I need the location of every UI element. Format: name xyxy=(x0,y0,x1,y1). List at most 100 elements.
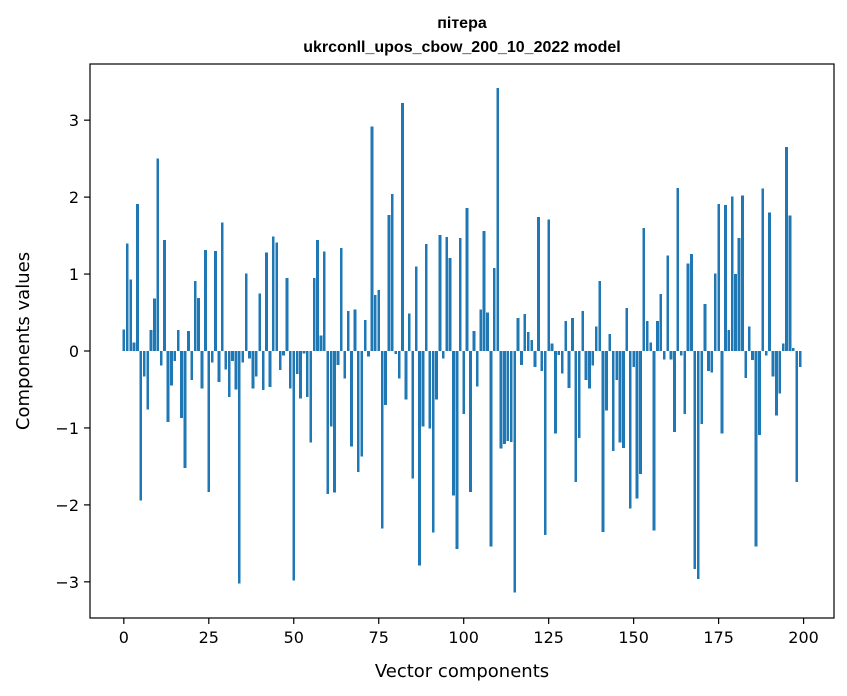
bar-6 xyxy=(142,351,146,377)
bar-7 xyxy=(146,351,149,410)
bar-113 xyxy=(506,351,510,442)
bar-16 xyxy=(176,330,180,352)
bar-53 xyxy=(302,351,306,354)
bar-168 xyxy=(693,351,697,569)
bar-39 xyxy=(255,351,258,377)
bar-72 xyxy=(367,351,370,357)
bar-29 xyxy=(221,222,224,352)
bar-180 xyxy=(734,274,737,351)
bar-3 xyxy=(132,342,136,351)
plot-frame xyxy=(89,63,835,619)
bar-142 xyxy=(605,351,608,411)
x-tick-label: 100 xyxy=(448,628,479,647)
bar-125 xyxy=(547,219,551,351)
bar-190 xyxy=(768,212,771,351)
bar-43 xyxy=(268,351,272,388)
bar-143 xyxy=(608,334,612,351)
bar-35 xyxy=(241,351,245,363)
x-tick-label: 0 xyxy=(119,628,129,647)
bar-32 xyxy=(231,351,234,361)
bar-129 xyxy=(560,351,564,374)
bar-176 xyxy=(720,351,724,434)
bar-120 xyxy=(530,340,534,351)
bar-70 xyxy=(360,351,364,457)
bar-88 xyxy=(421,351,425,427)
bar-45 xyxy=(275,242,279,351)
bar-121 xyxy=(533,351,537,368)
bar-192 xyxy=(775,351,778,416)
x-tick-label: 25 xyxy=(199,628,219,647)
y-tick-label: 1 xyxy=(69,265,79,284)
bar-170 xyxy=(700,351,703,425)
bar-73 xyxy=(370,126,374,351)
bar-87 xyxy=(418,351,421,566)
bar-97 xyxy=(452,351,455,496)
bar-169 xyxy=(696,351,700,579)
bar-107 xyxy=(486,312,489,351)
bar-46 xyxy=(278,351,282,371)
bar-189 xyxy=(764,351,768,356)
x-axis-label: Vector components xyxy=(375,661,549,682)
bar-69 xyxy=(356,351,360,472)
bar-184 xyxy=(747,326,751,351)
bar-47 xyxy=(282,351,285,356)
bar-93 xyxy=(438,234,442,352)
bar-103 xyxy=(472,331,476,352)
bar-104 xyxy=(475,351,479,387)
bar-166 xyxy=(686,263,690,352)
bar-146 xyxy=(618,351,622,443)
bar-20 xyxy=(190,351,194,381)
bar-54 xyxy=(305,351,309,398)
bar-195 xyxy=(785,147,788,351)
bar-10 xyxy=(156,158,160,351)
bar-171 xyxy=(703,304,707,352)
x-tick-label: 75 xyxy=(369,628,389,647)
y-axis: −3 −2 −1 0 1 2 3 xyxy=(55,111,90,592)
bar-79 xyxy=(390,194,394,352)
bar-161 xyxy=(669,351,673,360)
bar-66 xyxy=(346,310,350,351)
bar-40 xyxy=(258,293,262,351)
bar-198 xyxy=(795,351,799,482)
bar-42 xyxy=(265,252,268,351)
bar-86 xyxy=(414,266,418,351)
x-tick-label: 125 xyxy=(533,628,564,647)
bar-197 xyxy=(792,347,795,351)
bar-178 xyxy=(727,330,731,352)
bar-110 xyxy=(496,87,500,351)
x-tick-label: 50 xyxy=(284,628,304,647)
bar-135 xyxy=(581,310,585,351)
bar-26 xyxy=(210,351,214,363)
bar-62 xyxy=(333,351,336,493)
bar-158 xyxy=(659,294,663,351)
bar-182 xyxy=(741,195,744,352)
bar-38 xyxy=(251,351,255,389)
bar-106 xyxy=(482,230,486,351)
bar-150 xyxy=(632,351,635,368)
bar-58 xyxy=(319,335,323,351)
bar-193 xyxy=(778,351,782,394)
bar-98 xyxy=(455,351,459,549)
bar-48 xyxy=(285,277,289,352)
bar-15 xyxy=(173,351,177,361)
bar-76 xyxy=(380,351,384,529)
x-axis: 0 25 50 75 100 125 150 175 200 xyxy=(119,618,819,647)
bar-2 xyxy=(129,279,132,351)
bar-188 xyxy=(761,188,765,351)
bar-124 xyxy=(543,351,547,535)
bar-68 xyxy=(353,309,357,351)
bar-99 xyxy=(458,237,462,351)
bar-116 xyxy=(516,317,520,352)
bar-109 xyxy=(492,267,496,351)
x-tick-label: 175 xyxy=(703,628,734,647)
bar-134 xyxy=(577,351,581,438)
bar-51 xyxy=(295,351,299,375)
bar-181 xyxy=(737,237,741,351)
x-tick-label: 200 xyxy=(788,628,819,647)
bar-21 xyxy=(193,280,197,351)
bar-60 xyxy=(326,351,330,495)
bar-173 xyxy=(710,351,714,373)
bar-78 xyxy=(387,214,391,351)
bar-81 xyxy=(397,351,401,379)
bar-25 xyxy=(207,351,211,492)
